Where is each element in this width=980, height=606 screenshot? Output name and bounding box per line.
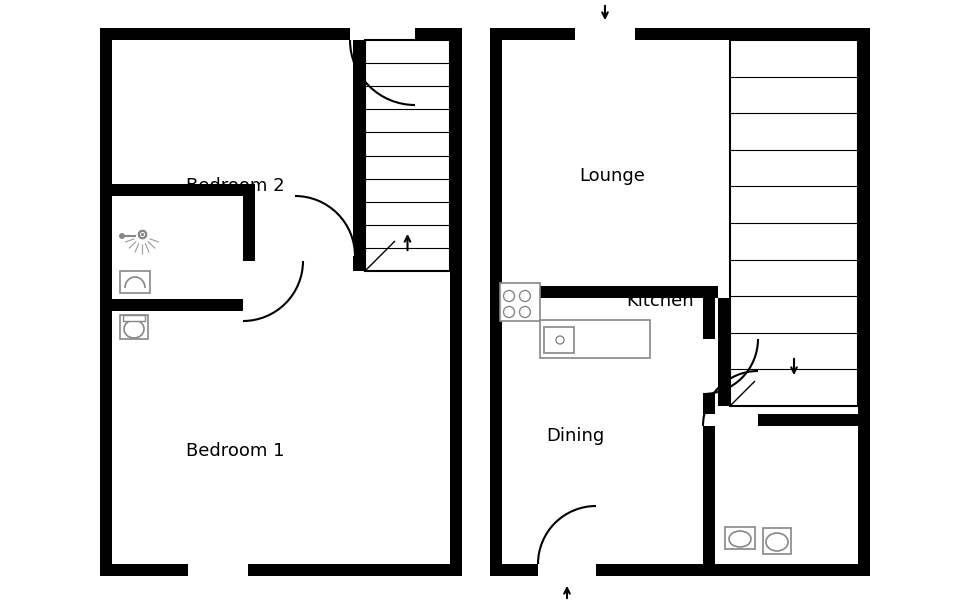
Bar	[100, 28, 112, 576]
Bar	[703, 414, 758, 426]
Text: Kitchen: Kitchen	[626, 292, 694, 310]
Bar	[100, 28, 462, 40]
Bar	[490, 28, 870, 40]
Bar	[703, 426, 715, 564]
Bar	[112, 184, 255, 196]
Bar	[703, 298, 715, 414]
Bar	[502, 286, 718, 298]
Circle shape	[119, 233, 125, 239]
Bar	[112, 299, 255, 311]
Bar	[490, 564, 870, 576]
Text: Bedroom 2: Bedroom 2	[185, 177, 284, 195]
Circle shape	[504, 290, 514, 302]
Ellipse shape	[124, 320, 144, 338]
Bar	[725, 527, 755, 549]
Bar	[718, 298, 730, 406]
Text: Lounge: Lounge	[579, 167, 645, 185]
Bar	[123, 315, 145, 321]
Bar	[365, 40, 450, 271]
Bar	[120, 315, 148, 339]
Bar	[450, 28, 462, 576]
Bar	[763, 528, 791, 554]
Circle shape	[519, 307, 530, 318]
Bar	[243, 196, 255, 311]
Bar	[353, 40, 365, 271]
Bar	[703, 339, 715, 394]
Bar	[538, 564, 596, 576]
Circle shape	[504, 307, 514, 318]
Bar	[703, 414, 858, 426]
Bar	[500, 283, 540, 321]
Ellipse shape	[766, 533, 788, 551]
Circle shape	[519, 290, 530, 302]
Bar	[365, 244, 450, 256]
Bar	[544, 327, 574, 353]
Text: Bedroom 1: Bedroom 1	[186, 442, 284, 460]
Bar	[730, 40, 858, 406]
Bar	[350, 28, 415, 40]
Bar	[490, 28, 502, 576]
Circle shape	[556, 336, 564, 344]
Bar	[120, 271, 150, 293]
Bar	[243, 261, 255, 321]
Bar	[100, 564, 462, 576]
Bar	[858, 28, 870, 576]
Bar	[295, 244, 355, 256]
Bar	[188, 564, 248, 576]
Bar	[540, 320, 650, 358]
Ellipse shape	[729, 531, 751, 547]
Bar	[730, 286, 858, 298]
Bar	[575, 28, 635, 40]
Text: Dining: Dining	[546, 427, 604, 445]
